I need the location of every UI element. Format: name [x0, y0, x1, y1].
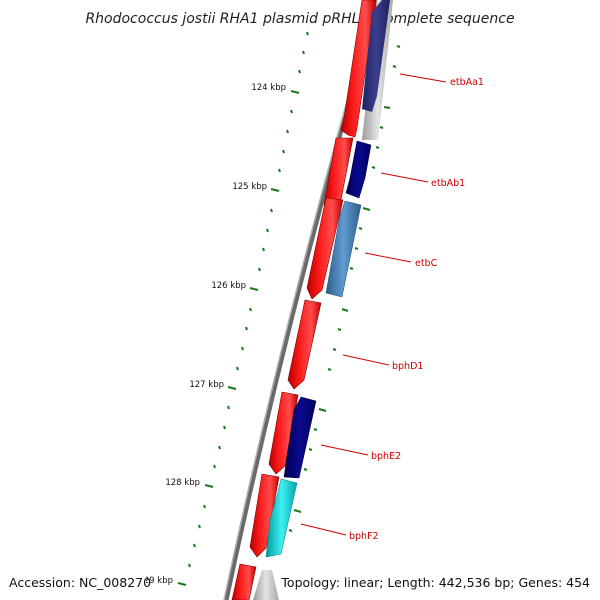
reverse-strand-cds	[265, 0, 390, 558]
major-tick-127	[227, 386, 237, 390]
cds-red-7	[231, 563, 257, 600]
gene-label-bphF2: bphF2	[349, 531, 379, 542]
cds-red-6	[249, 473, 280, 558]
scale-label-124: 124 kbp	[251, 83, 286, 93]
cds-bphE2	[283, 396, 317, 479]
gene-label-bphE2: bphE2	[371, 451, 401, 462]
map-title: Rhodococcus jostii RHA1 plasmid pRHL2, c…	[85, 11, 514, 27]
scale-labels: 124 kbp 125 kbp 126 kbp 127 kbp 128 kbp …	[138, 83, 286, 586]
major-tick-126	[249, 287, 259, 291]
scale-label-128: 128 kbp	[165, 478, 200, 488]
gene-label-leaders	[300, 73, 447, 536]
cds-etbC	[325, 200, 362, 298]
cds-red-5	[268, 391, 299, 475]
gene-label-etbAa1: etbAa1	[450, 77, 484, 88]
cds-etbAb1	[345, 140, 372, 199]
cds-etbAa1	[362, 0, 390, 112]
major-tick-128	[204, 484, 214, 488]
gene-labels: etbAa1 etbAb1 etbC bphD1 bphE2 bphF2	[349, 77, 484, 542]
cds-bphF2	[265, 478, 298, 558]
scale-ticks	[177, 31, 309, 586]
major-tick-129	[177, 582, 187, 586]
scale-label-129: 129 kbp	[138, 576, 173, 586]
scale-label-127: 127 kbp	[189, 380, 224, 390]
gene-label-etbC: etbC	[415, 258, 438, 269]
cds-red-3	[306, 197, 344, 300]
forward-strand-cds	[231, 0, 377, 600]
scale-label-126: 126 kbp	[211, 281, 246, 291]
gene-label-bphD1: bphD1	[392, 361, 423, 372]
major-tick-124	[290, 90, 300, 94]
topology-backdrop	[290, 571, 596, 593]
cds-red-4	[287, 299, 322, 390]
scale-label-125: 125 kbp	[232, 182, 267, 192]
accession-label: Accession: NC_008270	[9, 575, 151, 590]
major-tick-125	[270, 188, 280, 192]
topology-label: Topology: linear; Length: 442,536 bp; Ge…	[280, 575, 590, 590]
accession-backdrop	[6, 571, 146, 593]
inner-ticks	[288, 45, 401, 532]
gene-label-etbAb1: etbAb1	[431, 178, 465, 189]
